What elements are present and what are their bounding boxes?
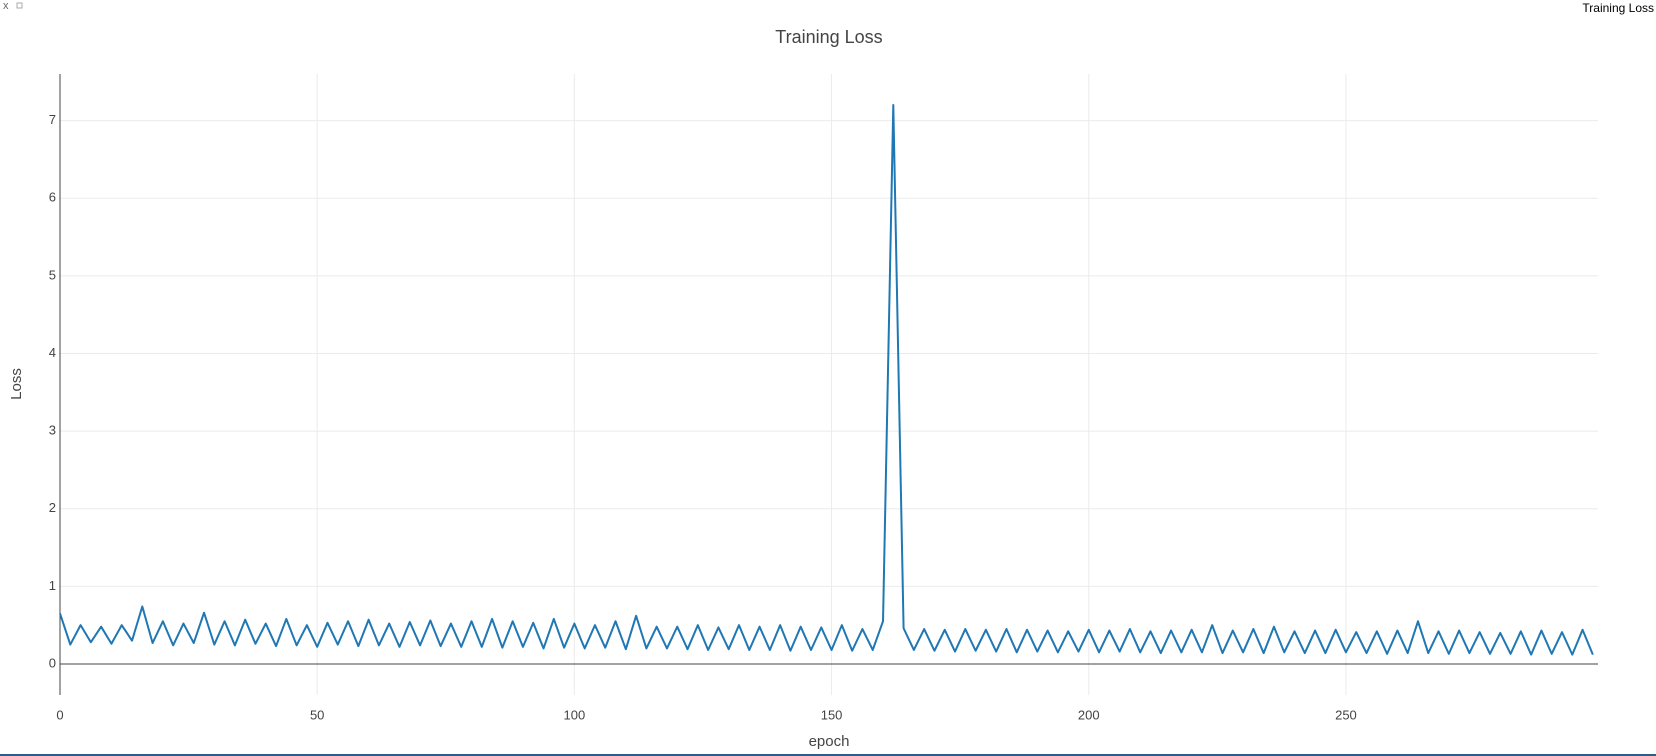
x-axis-title: epoch bbox=[809, 733, 850, 750]
y-tick-label: 4 bbox=[49, 345, 56, 360]
x-tick-label: 250 bbox=[1335, 707, 1357, 722]
status-bar bbox=[0, 754, 1656, 756]
x-tick-label: 0 bbox=[56, 707, 63, 722]
close-button[interactable]: x bbox=[3, 0, 9, 12]
line bbox=[59, 104, 1594, 656]
y-tick-label: 2 bbox=[49, 500, 56, 515]
y-tick-label: 6 bbox=[49, 190, 56, 205]
x-tick-label: 100 bbox=[564, 707, 586, 722]
y-tick-label: 5 bbox=[49, 267, 56, 282]
x-tick-label: 150 bbox=[821, 707, 843, 722]
chart-title: Training Loss bbox=[775, 27, 882, 47]
x-tick-label: 50 bbox=[310, 707, 324, 722]
y-tick-label: 7 bbox=[49, 112, 56, 127]
tab-title[interactable]: Training Loss bbox=[1582, 1, 1654, 15]
y-tick-label: 0 bbox=[49, 655, 56, 670]
y-tick-label: 3 bbox=[49, 423, 56, 438]
window-icon bbox=[16, 2, 23, 9]
x-tick-label: 200 bbox=[1078, 707, 1100, 722]
y-axis-title: Loss bbox=[8, 368, 25, 400]
y-tick-label: 1 bbox=[49, 578, 56, 593]
